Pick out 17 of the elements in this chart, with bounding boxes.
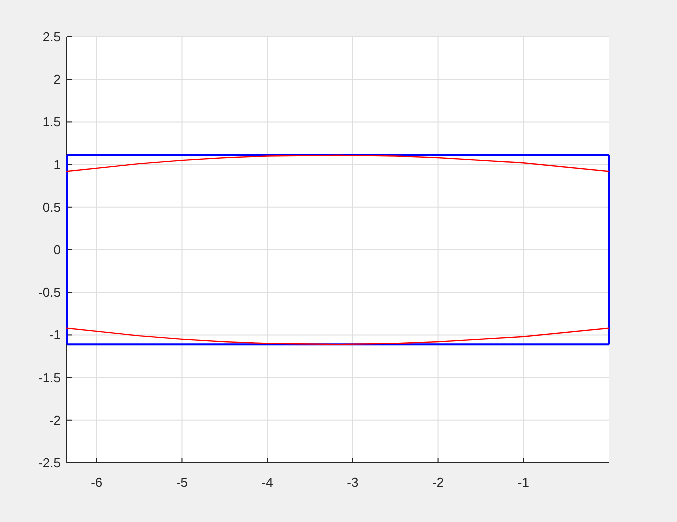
y-tick-label: -1: [49, 328, 61, 343]
y-tick-label: 2: [54, 72, 61, 88]
y-tick-label: 1: [54, 157, 61, 172]
y-tick-label: 0: [54, 242, 61, 258]
y-tick-label: 2.5: [42, 30, 61, 44]
y-tick-label: 1.5: [42, 114, 61, 130]
x-tick-label: -2: [432, 475, 444, 490]
y-tick-label: -2: [49, 412, 61, 428]
y-tick-label: -2.5: [38, 456, 61, 470]
y-tick-label: -0.5: [38, 285, 61, 300]
x-tick-label: -3: [347, 475, 359, 490]
y-tick-label: -1.5: [38, 370, 61, 386]
x-tick-label: -1: [518, 475, 530, 490]
x-tick-label: -6: [91, 475, 103, 490]
x-tick-label: -5: [176, 475, 188, 490]
x-tick-label: -4: [262, 475, 274, 490]
y-tick-label: 0.5: [42, 200, 61, 215]
